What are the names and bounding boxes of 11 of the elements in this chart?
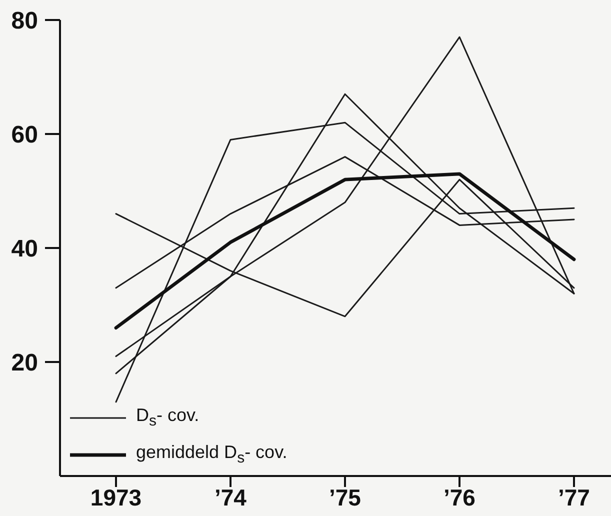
- x-tick-label: ’75: [329, 484, 362, 510]
- x-tick-label: ’77: [558, 484, 590, 510]
- x-tick-label: ’76: [444, 484, 476, 510]
- y-tick-label: 40: [11, 236, 38, 263]
- legend-label: D$_{s}$- cov.: [136, 405, 200, 430]
- y-tick-label: 80: [11, 8, 38, 35]
- legend-label: gemiddeld D$_{s}$- cov.: [136, 442, 288, 467]
- x-tick-label: 1973: [90, 484, 142, 510]
- y-tick-label: 20: [11, 350, 38, 377]
- y-tick-label: 60: [11, 122, 38, 149]
- x-tick-label: ’74: [214, 484, 247, 510]
